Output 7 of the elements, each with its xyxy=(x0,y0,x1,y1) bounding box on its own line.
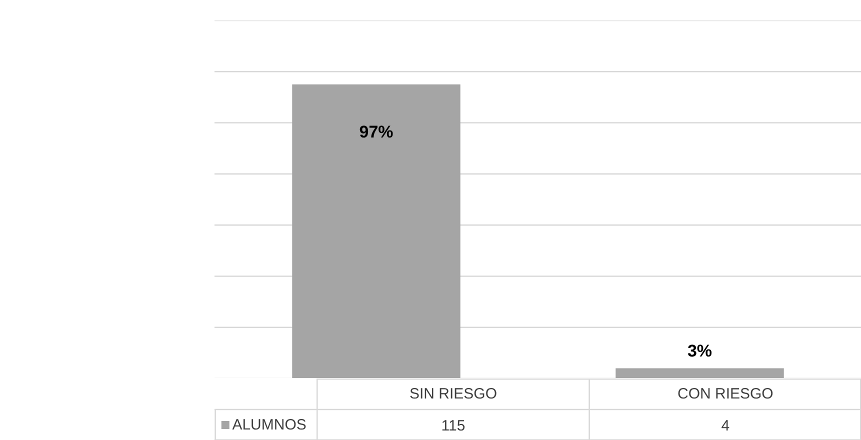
x-tick-label: CON RIESGO xyxy=(677,386,774,402)
annotation: 3% xyxy=(687,341,712,360)
data-label: 4 xyxy=(721,418,730,434)
x-tick-label: SIN RIESGO xyxy=(409,386,498,402)
legend-label: ALUMNOS xyxy=(232,416,306,434)
data-label: 115 xyxy=(441,418,466,434)
annotation: 97% xyxy=(359,122,394,142)
